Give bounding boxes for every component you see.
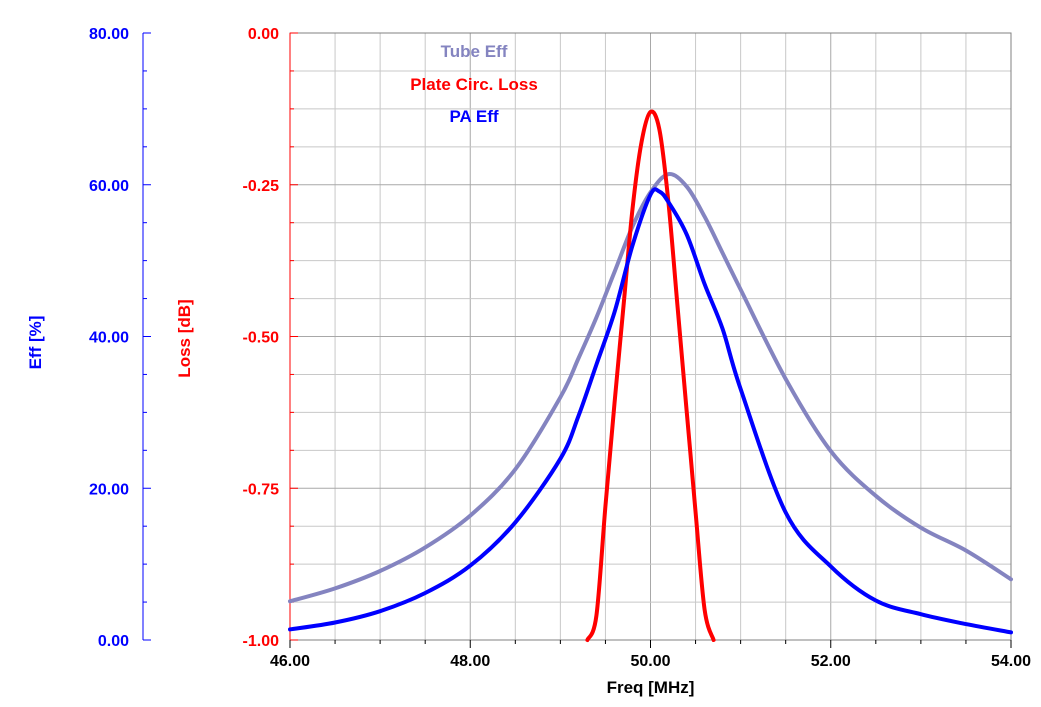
- x-axis-title: Freq [MHz]: [607, 678, 695, 697]
- loss-tick-label: -1.00: [243, 633, 280, 650]
- x-tick-label: 54.00: [991, 653, 1031, 670]
- loss-tick-label: 0.00: [248, 26, 279, 43]
- eff-tick-label: 80.00: [89, 26, 129, 43]
- plot-labels: 0.00 20.00 40.00 60.00 80.00 -1.00 -0.75 -0.50 -…: [26, 26, 1031, 697]
- eff-tick-label: 40.00: [89, 330, 129, 347]
- eff-tick-label: 0.00: [98, 633, 129, 650]
- loss-axis-title: Loss [dB]: [175, 299, 194, 377]
- loss-tick-label: -0.25: [243, 178, 280, 195]
- legend-entry: Plate Circ. Loss: [410, 75, 538, 94]
- eff-tick-label: 20.00: [89, 481, 129, 498]
- x-tick-label: 50.00: [630, 653, 670, 670]
- pa-eff-line: [288, 187, 1013, 635]
- legend-entry: PA Eff: [449, 107, 498, 126]
- legend-entry: Tube Eff: [441, 42, 508, 61]
- x-tick-label: 52.00: [811, 653, 851, 670]
- x-tick-label: 46.00: [270, 653, 310, 670]
- eff-axis-title: Eff [%]: [26, 316, 45, 370]
- plot-grid: [289, 32, 1012, 641]
- x-tick-label: 48.00: [450, 653, 490, 670]
- loss-tick-label: -0.75: [243, 481, 280, 498]
- plate-circ-loss-line: [585, 109, 716, 642]
- loss-tick-label: -0.50: [243, 330, 280, 347]
- plot-axes: [142, 32, 1012, 648]
- plot-series: [288, 109, 1013, 642]
- eff-tick-label: 60.00: [89, 178, 129, 195]
